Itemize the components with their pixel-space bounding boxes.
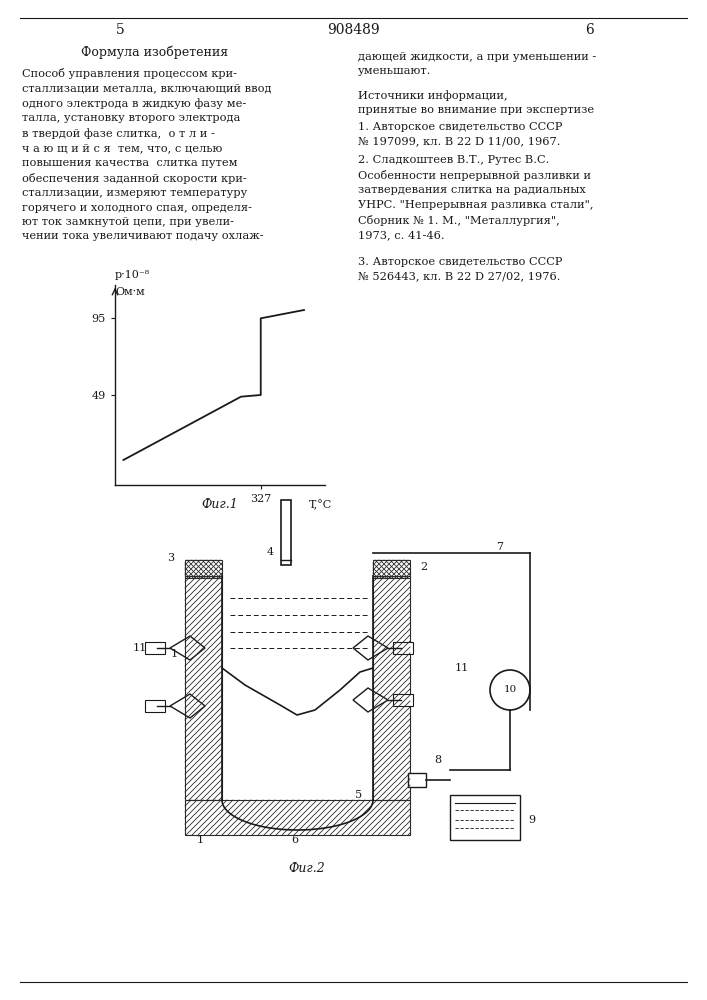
Bar	[185, 576, 222, 800]
Text: 1. Авторское свидетельство СССР
№ 197099, кл. В 22 D 11/00, 1967.: 1. Авторское свидетельство СССР № 197099…	[358, 122, 562, 146]
Bar	[185, 560, 222, 578]
Text: 1: 1	[197, 835, 204, 845]
Text: 6: 6	[585, 23, 595, 37]
Bar	[450, 795, 520, 840]
Text: 10: 10	[503, 686, 517, 694]
Bar	[393, 694, 413, 706]
Text: Способ управления процессом кри-
сталлизации металла, включающий ввод
одного эле: Способ управления процессом кри- сталлиз…	[22, 68, 271, 241]
Text: 4: 4	[267, 547, 274, 557]
Text: 11: 11	[455, 663, 469, 673]
Text: Формула изобретения: Формула изобретения	[81, 45, 228, 59]
Text: 1: 1	[170, 649, 177, 659]
Text: Ом·м: Ом·м	[115, 287, 145, 297]
Bar	[185, 800, 410, 835]
Text: 2: 2	[420, 562, 427, 572]
Bar	[373, 560, 410, 578]
Bar	[393, 642, 413, 654]
Text: Фиг.1: Фиг.1	[201, 498, 238, 512]
Text: дающей жидкости, а при уменьшении -
уменьшают.: дающей жидкости, а при уменьшении - умен…	[358, 52, 596, 76]
Bar	[145, 642, 165, 654]
Text: 5: 5	[355, 790, 362, 800]
Bar	[145, 700, 165, 712]
Text: 908489: 908489	[327, 23, 380, 37]
Text: 3: 3	[167, 553, 174, 563]
Bar	[281, 500, 291, 565]
Text: 8: 8	[434, 755, 441, 765]
Circle shape	[490, 670, 530, 710]
Text: Источники информации,
принятые во внимание при экспертизе: Источники информации, принятые во вниман…	[358, 90, 594, 115]
Text: 2. Сладкоштеев В.Т., Рутес В.С.
Особенности непрерывной разливки и
затвердевания: 2. Сладкоштеев В.Т., Рутес В.С. Особенно…	[358, 155, 593, 240]
Bar	[408, 773, 426, 787]
Text: 6: 6	[291, 835, 298, 845]
Text: 11: 11	[133, 643, 147, 653]
Text: 9: 9	[528, 815, 535, 825]
Text: Фиг.2: Фиг.2	[288, 861, 325, 874]
Bar	[373, 576, 410, 800]
Text: 3. Авторское свидетельство СССР
№ 526443, кл. В 22 D 27/02, 1976.: 3. Авторское свидетельство СССР № 526443…	[358, 257, 562, 281]
Text: 5: 5	[116, 23, 124, 37]
Text: 7: 7	[496, 542, 503, 552]
Text: p·10⁻⁸: p·10⁻⁸	[115, 270, 150, 280]
Text: T,°C: T,°C	[309, 500, 332, 511]
